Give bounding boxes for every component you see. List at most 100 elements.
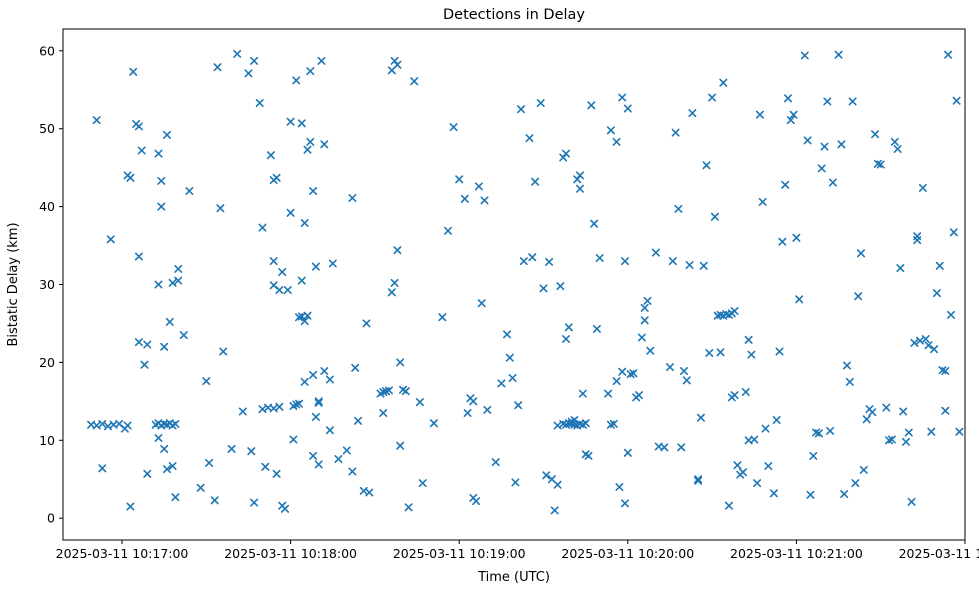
scatter-marker	[764, 462, 773, 470]
scatter-marker	[739, 468, 747, 477]
scatter-marker	[483, 405, 492, 414]
scatter-marker	[314, 398, 323, 407]
scatter-marker	[255, 99, 264, 107]
scatter-marker	[640, 316, 649, 325]
x-tick-label: 2025-03-11 10:17:00	[56, 546, 189, 561]
scatter-marker	[143, 340, 152, 349]
scatter-marker	[410, 77, 419, 86]
scatter-marker	[460, 194, 469, 203]
scatter-marker	[137, 146, 146, 155]
scatter-marker	[828, 178, 837, 187]
scatter-marker	[949, 228, 958, 237]
x-axis-label: Time (UTC)	[477, 570, 550, 585]
scatter-marker	[351, 363, 360, 372]
scatter-marker	[491, 458, 500, 467]
scatter-marker	[660, 443, 669, 452]
scatter-marker	[851, 479, 860, 488]
x-tick-label: 2025-03-11 10:18:00	[224, 546, 357, 561]
scatter-marker	[902, 437, 910, 446]
scatter-marker	[778, 237, 787, 246]
scatter-marker	[708, 93, 717, 102]
scatter-marker	[286, 117, 295, 126]
scatter-marker	[635, 391, 643, 400]
y-tick-label: 60	[39, 43, 55, 58]
scatter-marker	[941, 406, 950, 415]
scatter-marker	[730, 391, 739, 400]
scatter-marker	[325, 426, 334, 435]
scatter-marker	[553, 480, 562, 489]
scatter-marker	[497, 379, 506, 388]
scatter-marker	[309, 187, 318, 195]
scatter-marker	[168, 462, 177, 470]
scatter-marker	[562, 335, 570, 343]
scatter-marker	[171, 419, 180, 428]
scatter-marker	[393, 246, 402, 255]
scatter-marker	[862, 415, 871, 424]
scatter-marker	[606, 126, 615, 135]
scatter-marker	[753, 479, 762, 488]
scatter-marker	[741, 388, 750, 396]
scatter-marker	[887, 435, 896, 444]
scatter-marker	[272, 173, 281, 182]
scatter-marker	[505, 353, 514, 362]
scatter-marker	[685, 261, 694, 269]
scatter-marker	[750, 435, 759, 444]
scatter-marker	[694, 475, 703, 484]
scatter-marker	[913, 232, 922, 241]
scatter-marker	[174, 264, 183, 273]
scatter-marker	[98, 419, 107, 428]
scatter-marker	[179, 331, 188, 340]
scatter-marker	[646, 346, 655, 355]
scatter-marker	[272, 469, 281, 478]
scatter-marker	[275, 286, 284, 294]
scatter-marker	[893, 145, 902, 153]
scatter-marker	[126, 173, 135, 182]
scatter-marker	[289, 435, 298, 444]
scatter-marker	[536, 99, 545, 107]
scatter-marker	[134, 122, 143, 131]
scatter-marker	[576, 184, 584, 193]
scatter-marker	[354, 416, 362, 425]
scatter-marker	[154, 434, 163, 442]
scatter-marker	[587, 101, 596, 110]
scatter-marker	[618, 93, 627, 102]
scatter-marker	[694, 476, 703, 485]
scatter-marker	[699, 261, 708, 270]
scatter-marker	[730, 307, 739, 315]
scatter-marker	[772, 416, 781, 424]
scatter-marker	[303, 145, 312, 154]
scatter-marker	[924, 341, 933, 350]
scatter-marker	[792, 233, 801, 242]
scatter-marker	[843, 361, 851, 370]
scatter-marker	[623, 448, 632, 457]
scatter-marker	[244, 69, 253, 78]
scatter-marker	[671, 128, 680, 137]
scatter-marker	[845, 377, 854, 386]
scatter-marker	[477, 299, 486, 308]
scatter-marker	[930, 345, 939, 354]
scatter-marker	[250, 498, 259, 507]
scatter-marker	[514, 401, 523, 410]
scatter-marker	[952, 96, 961, 105]
scatter-marker	[876, 160, 885, 169]
scatter-marker	[814, 429, 823, 438]
scatter-marker	[314, 460, 323, 469]
scatter-marker	[758, 197, 767, 206]
scatter-marker	[311, 412, 320, 421]
scatter-marker	[306, 137, 315, 146]
scatter-marker	[157, 202, 166, 211]
scatter-marker	[615, 483, 624, 491]
scatter-marker	[744, 335, 753, 344]
scatter-marker	[668, 257, 677, 266]
scatter-marker	[283, 286, 292, 294]
scatter-marker	[623, 104, 632, 113]
scatter-marker	[129, 67, 138, 76]
scatter-marker	[202, 377, 211, 386]
scatter-marker	[309, 370, 318, 379]
scatter-marker	[769, 489, 778, 498]
scatter-marker	[362, 319, 371, 328]
scatter-marker	[674, 204, 683, 213]
scatter-marker	[910, 338, 919, 347]
scatter-marker	[303, 311, 312, 320]
scatter-marker	[238, 407, 247, 416]
